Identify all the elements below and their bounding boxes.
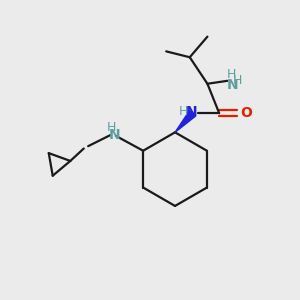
Text: H: H bbox=[178, 105, 188, 118]
Polygon shape bbox=[175, 110, 196, 132]
Text: H: H bbox=[233, 74, 242, 87]
Text: N: N bbox=[109, 128, 121, 142]
Text: H: H bbox=[227, 68, 236, 81]
Text: N: N bbox=[185, 105, 197, 119]
Text: N: N bbox=[226, 78, 238, 92]
Text: O: O bbox=[240, 106, 252, 120]
Text: H: H bbox=[107, 121, 116, 134]
